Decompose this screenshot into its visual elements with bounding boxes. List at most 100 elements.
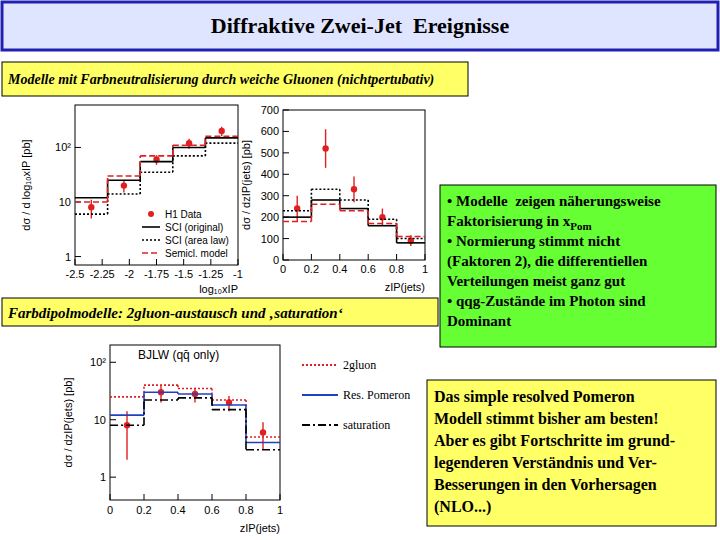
- y-tick-label: 10²: [90, 356, 106, 368]
- step-segment: [246, 436, 280, 438]
- y-tick-label: 10: [94, 414, 106, 426]
- step-segment: [110, 424, 144, 426]
- step-segment: [110, 396, 144, 398]
- summary-subscript: Pom: [570, 220, 591, 232]
- summary-line: Verteilungen meist ganz gut: [447, 273, 625, 289]
- step-riser: [245, 410, 247, 450]
- step-segment: [144, 384, 178, 386]
- data-point: [88, 204, 94, 210]
- y-tick-label: 500: [261, 147, 279, 159]
- chart: 010020030040050060070000.20.40.60.81dσ /…: [240, 104, 428, 293]
- x-tick: [75, 259, 76, 265]
- x-tick-label: 0.6: [361, 263, 376, 275]
- x-tick: [396, 254, 397, 260]
- y-tick: [283, 195, 289, 196]
- step-segment: [397, 242, 425, 244]
- slide: Diffraktive Zwei-Jet EreignisseModelle m…: [0, 0, 720, 540]
- x-tick-label: 0.8: [238, 504, 253, 516]
- step-segment: [283, 210, 311, 212]
- data-area: [283, 129, 425, 246]
- legend-label: H1 Data: [165, 209, 202, 220]
- legend-label: 2gluon: [343, 358, 376, 372]
- step-segment: [75, 213, 108, 215]
- y-tick-label: 100: [261, 233, 279, 245]
- y-tick: [283, 152, 289, 153]
- step-segment: [246, 442, 280, 444]
- step-riser: [367, 211, 369, 224]
- step-segment: [368, 225, 396, 227]
- legend-label: saturation: [343, 418, 390, 432]
- y-tick: [75, 256, 81, 257]
- x-tick-label: 1: [277, 504, 283, 516]
- step-segment: [173, 155, 206, 157]
- step-segment: [108, 175, 141, 177]
- y-tick-label: 200: [261, 211, 279, 223]
- y-tick-label: 10: [59, 196, 71, 208]
- legend: H1 DataSCI (original)SCI (area law)Semic…: [142, 209, 229, 259]
- x-tick: [178, 494, 179, 500]
- step-segment: [397, 238, 425, 240]
- step-riser: [172, 156, 174, 172]
- step-riser: [396, 224, 398, 237]
- x-tick: [280, 494, 281, 500]
- x-tick: [183, 259, 184, 265]
- legend-swatch: [148, 211, 154, 217]
- y-tick: [75, 147, 81, 148]
- step-riser: [107, 176, 109, 202]
- step-segment: [368, 218, 396, 220]
- y-tick: [283, 238, 289, 239]
- step-segment: [108, 193, 141, 195]
- step-segment: [340, 208, 368, 210]
- y-tick-label: 300: [261, 190, 279, 202]
- step-segment: [173, 144, 206, 146]
- summary-line: Dominant: [447, 313, 511, 329]
- x-tick-label: -2.25: [90, 268, 115, 280]
- step-segment: [311, 203, 339, 205]
- conclusion-line: (NLO...): [434, 498, 491, 516]
- conclusion-line: Das simple resolved Pomeron: [434, 388, 635, 406]
- y-tick-label: 400: [261, 168, 279, 180]
- x-tick-label: -2.5: [66, 268, 85, 280]
- step-riser: [172, 145, 174, 156]
- dipole-box: [2, 298, 438, 326]
- step-segment: [368, 223, 396, 225]
- y-tick: [110, 419, 116, 420]
- step-segment: [178, 397, 212, 399]
- x-tick-label: 0.2: [136, 504, 151, 516]
- y-tick: [110, 362, 116, 363]
- step-segment: [144, 399, 178, 401]
- conclusion-line: Aber es gibt Fortschritte im grund-: [434, 432, 675, 450]
- step-riser: [396, 219, 398, 238]
- y-axis-label: dσ / dzIP(jets) [pb]: [62, 378, 74, 468]
- data-point: [322, 145, 328, 151]
- x-tick-label: 0: [280, 263, 286, 275]
- x-tick-label: -2: [124, 268, 134, 280]
- data-area: [110, 385, 280, 460]
- step-segment: [205, 142, 238, 144]
- title: Diffraktive Zwei-Jet Ereignisse: [211, 13, 510, 38]
- conclusion-line: Besserungen in den Vorhersagen: [434, 476, 657, 494]
- x-tick: [339, 254, 340, 260]
- x-tick-label: 0.4: [170, 504, 185, 516]
- y-tick: [283, 174, 289, 175]
- title-bar: [2, 2, 718, 50]
- summary-line: Faktorisierung in xPom: [447, 213, 592, 232]
- legend-label: Res. Pomeron: [343, 388, 410, 402]
- background: [0, 0, 720, 540]
- x-tick-label: 0.4: [332, 263, 347, 275]
- y-axis-label: dσ / dzIP(jets) [pb]: [240, 140, 252, 230]
- step-segment: [246, 449, 280, 451]
- x-tick-label: -1.25: [198, 268, 223, 280]
- step-segment: [173, 147, 206, 149]
- step-riser: [339, 189, 341, 200]
- x-axis-label: zIP(jets): [385, 281, 425, 293]
- step-segment: [205, 137, 238, 139]
- x-tick: [368, 254, 369, 260]
- x-tick-label: 0.8: [389, 263, 404, 275]
- x-tick: [156, 259, 157, 265]
- y-tick-label: 0: [273, 254, 279, 266]
- x-tick: [425, 254, 426, 260]
- data-point: [219, 128, 225, 134]
- plot-frame: [283, 110, 425, 260]
- x-tick: [246, 494, 247, 500]
